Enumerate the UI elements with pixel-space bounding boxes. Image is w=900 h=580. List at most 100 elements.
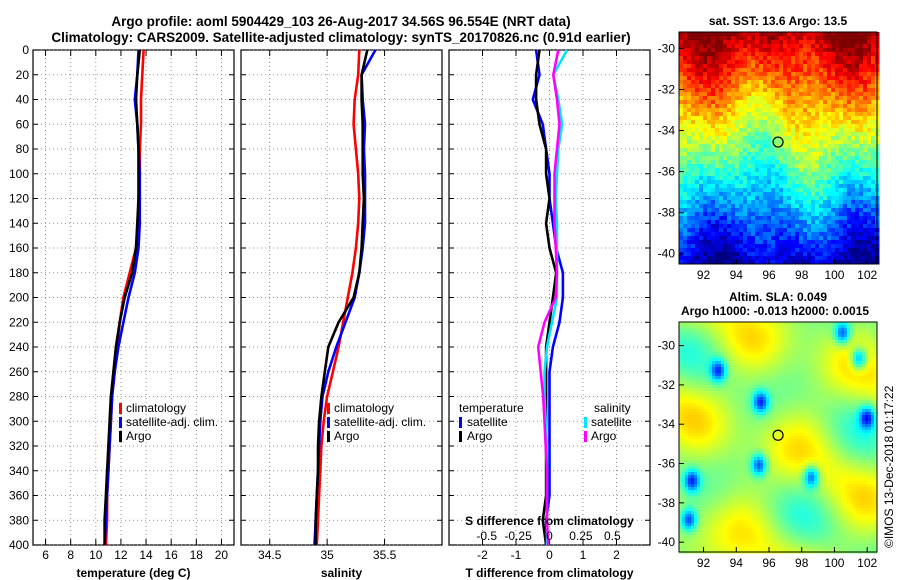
sla_map-lon-label: 96 — [762, 556, 776, 570]
legend-swatch — [584, 431, 587, 442]
temperature-xtick-label: 10 — [89, 548, 103, 562]
depth-tick-label: 400 — [9, 538, 29, 552]
temperature-panel: 0 20 40 60 80 100 120 140 160 180 200 220 240 260 280 3… — [9, 43, 235, 580]
legend-label: Argo — [126, 429, 152, 443]
depth-tick-label: 180 — [9, 266, 29, 280]
sla_map-lon-label: 92 — [697, 556, 711, 570]
salinity-panel: 34.5 35 35.5 salinity climatologysatellite-a… — [240, 49, 443, 580]
depth-tick-label: 100 — [9, 167, 29, 181]
temperature-xtick-label: 12 — [114, 548, 128, 562]
legend-label: satellite-adj. clim. — [334, 415, 426, 429]
depth-tick-label: 380 — [9, 513, 29, 527]
temperature-xtick-label: 6 — [42, 548, 49, 562]
sst_map-lat-label: -38 — [658, 206, 676, 220]
sla_map-lon-label: 98 — [795, 556, 809, 570]
sst_map-lat-label: -40 — [658, 247, 676, 261]
sst_map-lon-label: 92 — [697, 268, 711, 282]
legend-swatch — [584, 417, 587, 428]
sst-map-panel: 92 94 96 98 100 102 -30 -32 -34 -36 -38 -40 sat. SST… — [658, 14, 880, 282]
sla_map-lat-label: -40 — [658, 535, 676, 549]
difference-xlabel-top: S difference from climatology — [465, 514, 634, 528]
difference-top-tick-label: 0.5 — [604, 529, 621, 543]
legend-label: Argo — [591, 429, 617, 443]
sla_map-lon-label: 94 — [730, 556, 744, 570]
legend-swatch — [459, 431, 462, 442]
sst_map-lon-label: 94 — [730, 268, 744, 282]
depth-tick-label: 80 — [16, 142, 30, 156]
imos-credit: ©IMOS 13-Dec-2018 01:17:22 — [882, 385, 896, 548]
sla-map-panel: 92 94 96 98 100 102 -30 -32 -34 -36 -38 -40 Altim. S… — [658, 290, 878, 570]
salinity-series-climatology — [315, 49, 361, 546]
header-line-2: Climatology: CARS2009. Satellite-adjuste… — [51, 30, 630, 45]
sla-map-title: Altim. SLA: 0.049 — [729, 290, 827, 304]
depth-tick-label: 20 — [16, 68, 30, 82]
legend-label: Argo — [467, 429, 493, 443]
difference-xtick-label: 1 — [580, 548, 587, 562]
legend-label: satellite-adj. clim. — [126, 415, 218, 429]
legend-title-salinity: salinity — [594, 401, 631, 415]
depth-tick-label: 360 — [9, 489, 29, 503]
sla_map-lat-label: -34 — [658, 417, 676, 431]
depth-tick-label: 120 — [9, 192, 29, 206]
sla_map-lon-label: 102 — [857, 556, 877, 570]
legend-label: satellite — [591, 415, 632, 429]
legend-swatch — [119, 403, 122, 414]
difference-panel: -2 -1 0 1 2 T difference from climatology temp… — [448, 49, 651, 580]
sla-map-subtitle: Argo h1000: -0.013 h2000: 0.0015 — [681, 304, 869, 318]
difference-xtick-label: 2 — [613, 548, 620, 562]
sla_map-lat-label: -30 — [658, 339, 676, 353]
temperature-series-argo — [103, 49, 142, 545]
sst_map-lon-label: 102 — [857, 268, 877, 282]
depth-tick-label: 260 — [9, 365, 29, 379]
temperature-xtick-label: 14 — [139, 548, 153, 562]
temperature-xtick-label: 18 — [190, 548, 204, 562]
sst_map-lon-label: 100 — [824, 268, 844, 282]
sst_map-lon-label: 96 — [762, 268, 776, 282]
temperature-xtick-label: 16 — [165, 548, 179, 562]
depth-tick-label: 140 — [9, 216, 29, 230]
difference-top-tick-label: -0.25 — [504, 529, 532, 543]
depth-tick-label: 40 — [16, 93, 30, 107]
legend-swatch — [327, 403, 330, 414]
legend-swatch — [459, 417, 462, 428]
salinity-xtick-label: 34.5 — [258, 548, 282, 562]
sst_map-field — [679, 32, 880, 265]
difference-xtick-label: -1 — [511, 548, 522, 562]
sst-map-title: sat. SST: 13.6 Argo: 13.5 — [709, 14, 848, 28]
depth-tick-label: 160 — [9, 241, 29, 255]
legend-swatch — [327, 431, 330, 442]
depth-tick-label: 60 — [16, 117, 30, 131]
sst_map-lat-label: -32 — [658, 82, 676, 96]
legend-label: Argo — [334, 429, 360, 443]
legend-label: climatology — [126, 401, 186, 415]
sst_map-lat-label: -34 — [658, 124, 676, 138]
sst_map-lat-label: -30 — [658, 41, 676, 55]
difference-series-t-satellite — [531, 49, 565, 545]
difference-series-s-argo — [536, 49, 561, 546]
salinity-xlabel: salinity — [321, 566, 363, 580]
salinity-xtick-label: 35.5 — [373, 548, 397, 562]
temperature-xlabel: temperature (deg C) — [76, 566, 190, 580]
temperature-xtick-label: 20 — [215, 548, 229, 562]
sla_map-argo-location-marker — [772, 429, 784, 441]
sla_map-lat-label: -36 — [658, 457, 676, 471]
legend-swatch — [119, 431, 122, 442]
legend-swatch — [327, 417, 330, 428]
sla_map-frame — [678, 321, 878, 553]
difference-top-tick-label: -0.5 — [476, 529, 497, 543]
sla_map-lat-label: -38 — [658, 496, 676, 510]
legend-title-temperature: temperature — [459, 401, 524, 415]
depth-tick-label: 240 — [9, 340, 29, 354]
depth-tick-label: 300 — [9, 414, 29, 428]
salinity-series-argo — [314, 49, 369, 545]
sst_map-frame — [678, 31, 878, 265]
temperature-xtick-label: 8 — [67, 548, 74, 562]
sst_map-argo-location-marker — [772, 136, 784, 148]
legend-label: climatology — [334, 401, 394, 415]
difference-xtick-label: 0 — [546, 548, 553, 562]
depth-tick-label: 280 — [9, 390, 29, 404]
difference-xtick-label: -2 — [477, 548, 488, 562]
legend-label: satellite — [467, 415, 508, 429]
depth-tick-label: 200 — [9, 291, 29, 305]
sst_map-lat-label: -36 — [658, 165, 676, 179]
